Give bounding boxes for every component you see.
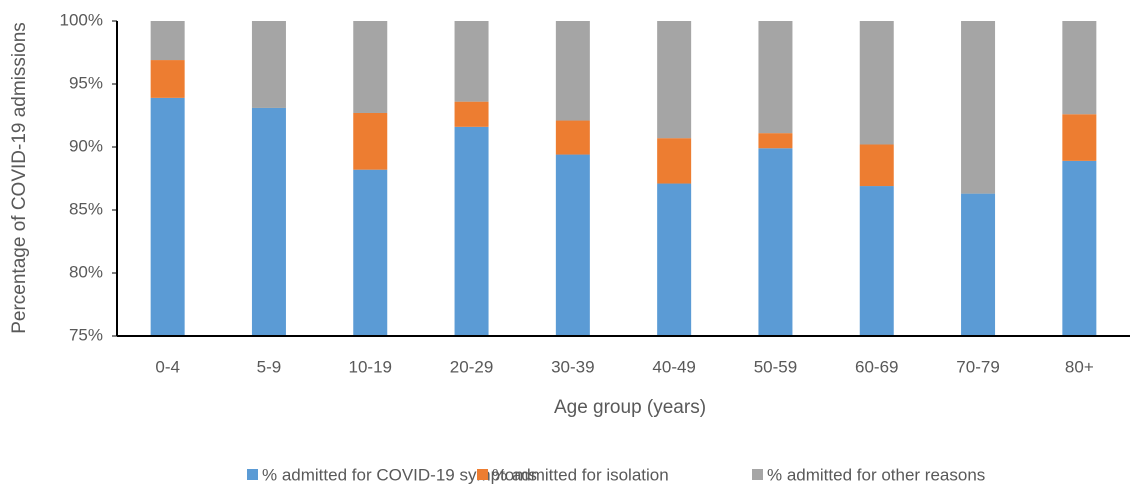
bar-segment [961, 21, 996, 194]
legend-label: % admitted for other reasons [767, 465, 985, 484]
bar-segment [150, 60, 185, 98]
x-tick-label: 60-69 [855, 357, 898, 376]
y-tick-label: 80% [69, 262, 103, 281]
bar-segment [150, 21, 185, 61]
y-axis-title: Percentage of COVID-19 admissions [9, 22, 30, 334]
legend-swatch [752, 469, 763, 480]
bar-segment [758, 133, 793, 149]
bar-segment [454, 126, 489, 336]
bar-segment [353, 21, 388, 113]
y-tick-label: 95% [69, 73, 103, 92]
bar-segment [859, 21, 894, 145]
bar-segment [454, 21, 489, 102]
bar-segment [1062, 160, 1097, 336]
bar-segment [657, 183, 692, 336]
x-axis-title: Age group (years) [554, 397, 706, 418]
bar-segment [859, 186, 894, 336]
bar-segment [859, 144, 894, 187]
bar-segment [758, 21, 793, 134]
bar-segment [758, 148, 793, 336]
bar-segment [961, 193, 996, 336]
bar-segment [150, 97, 185, 336]
legend-swatch [477, 469, 488, 480]
y-tick-label: 90% [69, 136, 103, 155]
x-tick-label: 5-9 [257, 357, 282, 376]
bar-segment [251, 107, 286, 336]
bar-segment [353, 112, 388, 170]
bar-segment [555, 120, 590, 155]
legend-label: % admitted for isolation [492, 465, 669, 484]
y-tick-label: 100% [60, 10, 103, 29]
x-tick-label: 80+ [1065, 357, 1094, 376]
bar-segment [657, 138, 692, 184]
legend-label: % admitted for COVID-19 symptoms [262, 465, 537, 484]
bar-segment [251, 21, 286, 108]
x-tick-label: 30-39 [551, 357, 594, 376]
bar-segment [1062, 114, 1097, 161]
bar-segment [353, 169, 388, 336]
y-tick-label: 75% [69, 325, 103, 344]
x-tick-label: 70-79 [956, 357, 999, 376]
bar-segment [555, 21, 590, 121]
x-tick-label: 10-19 [349, 357, 392, 376]
bar-segment [454, 101, 489, 127]
legend-swatch [247, 469, 258, 480]
x-tick-label: 0-4 [155, 357, 180, 376]
bar-segment [1062, 21, 1097, 115]
x-tick-label: 20-29 [450, 357, 493, 376]
y-tick-label: 85% [69, 199, 103, 218]
x-tick-label: 40-49 [652, 357, 695, 376]
bar-segment [657, 21, 692, 139]
x-tick-label: 50-59 [754, 357, 797, 376]
bar-segment [555, 154, 590, 336]
